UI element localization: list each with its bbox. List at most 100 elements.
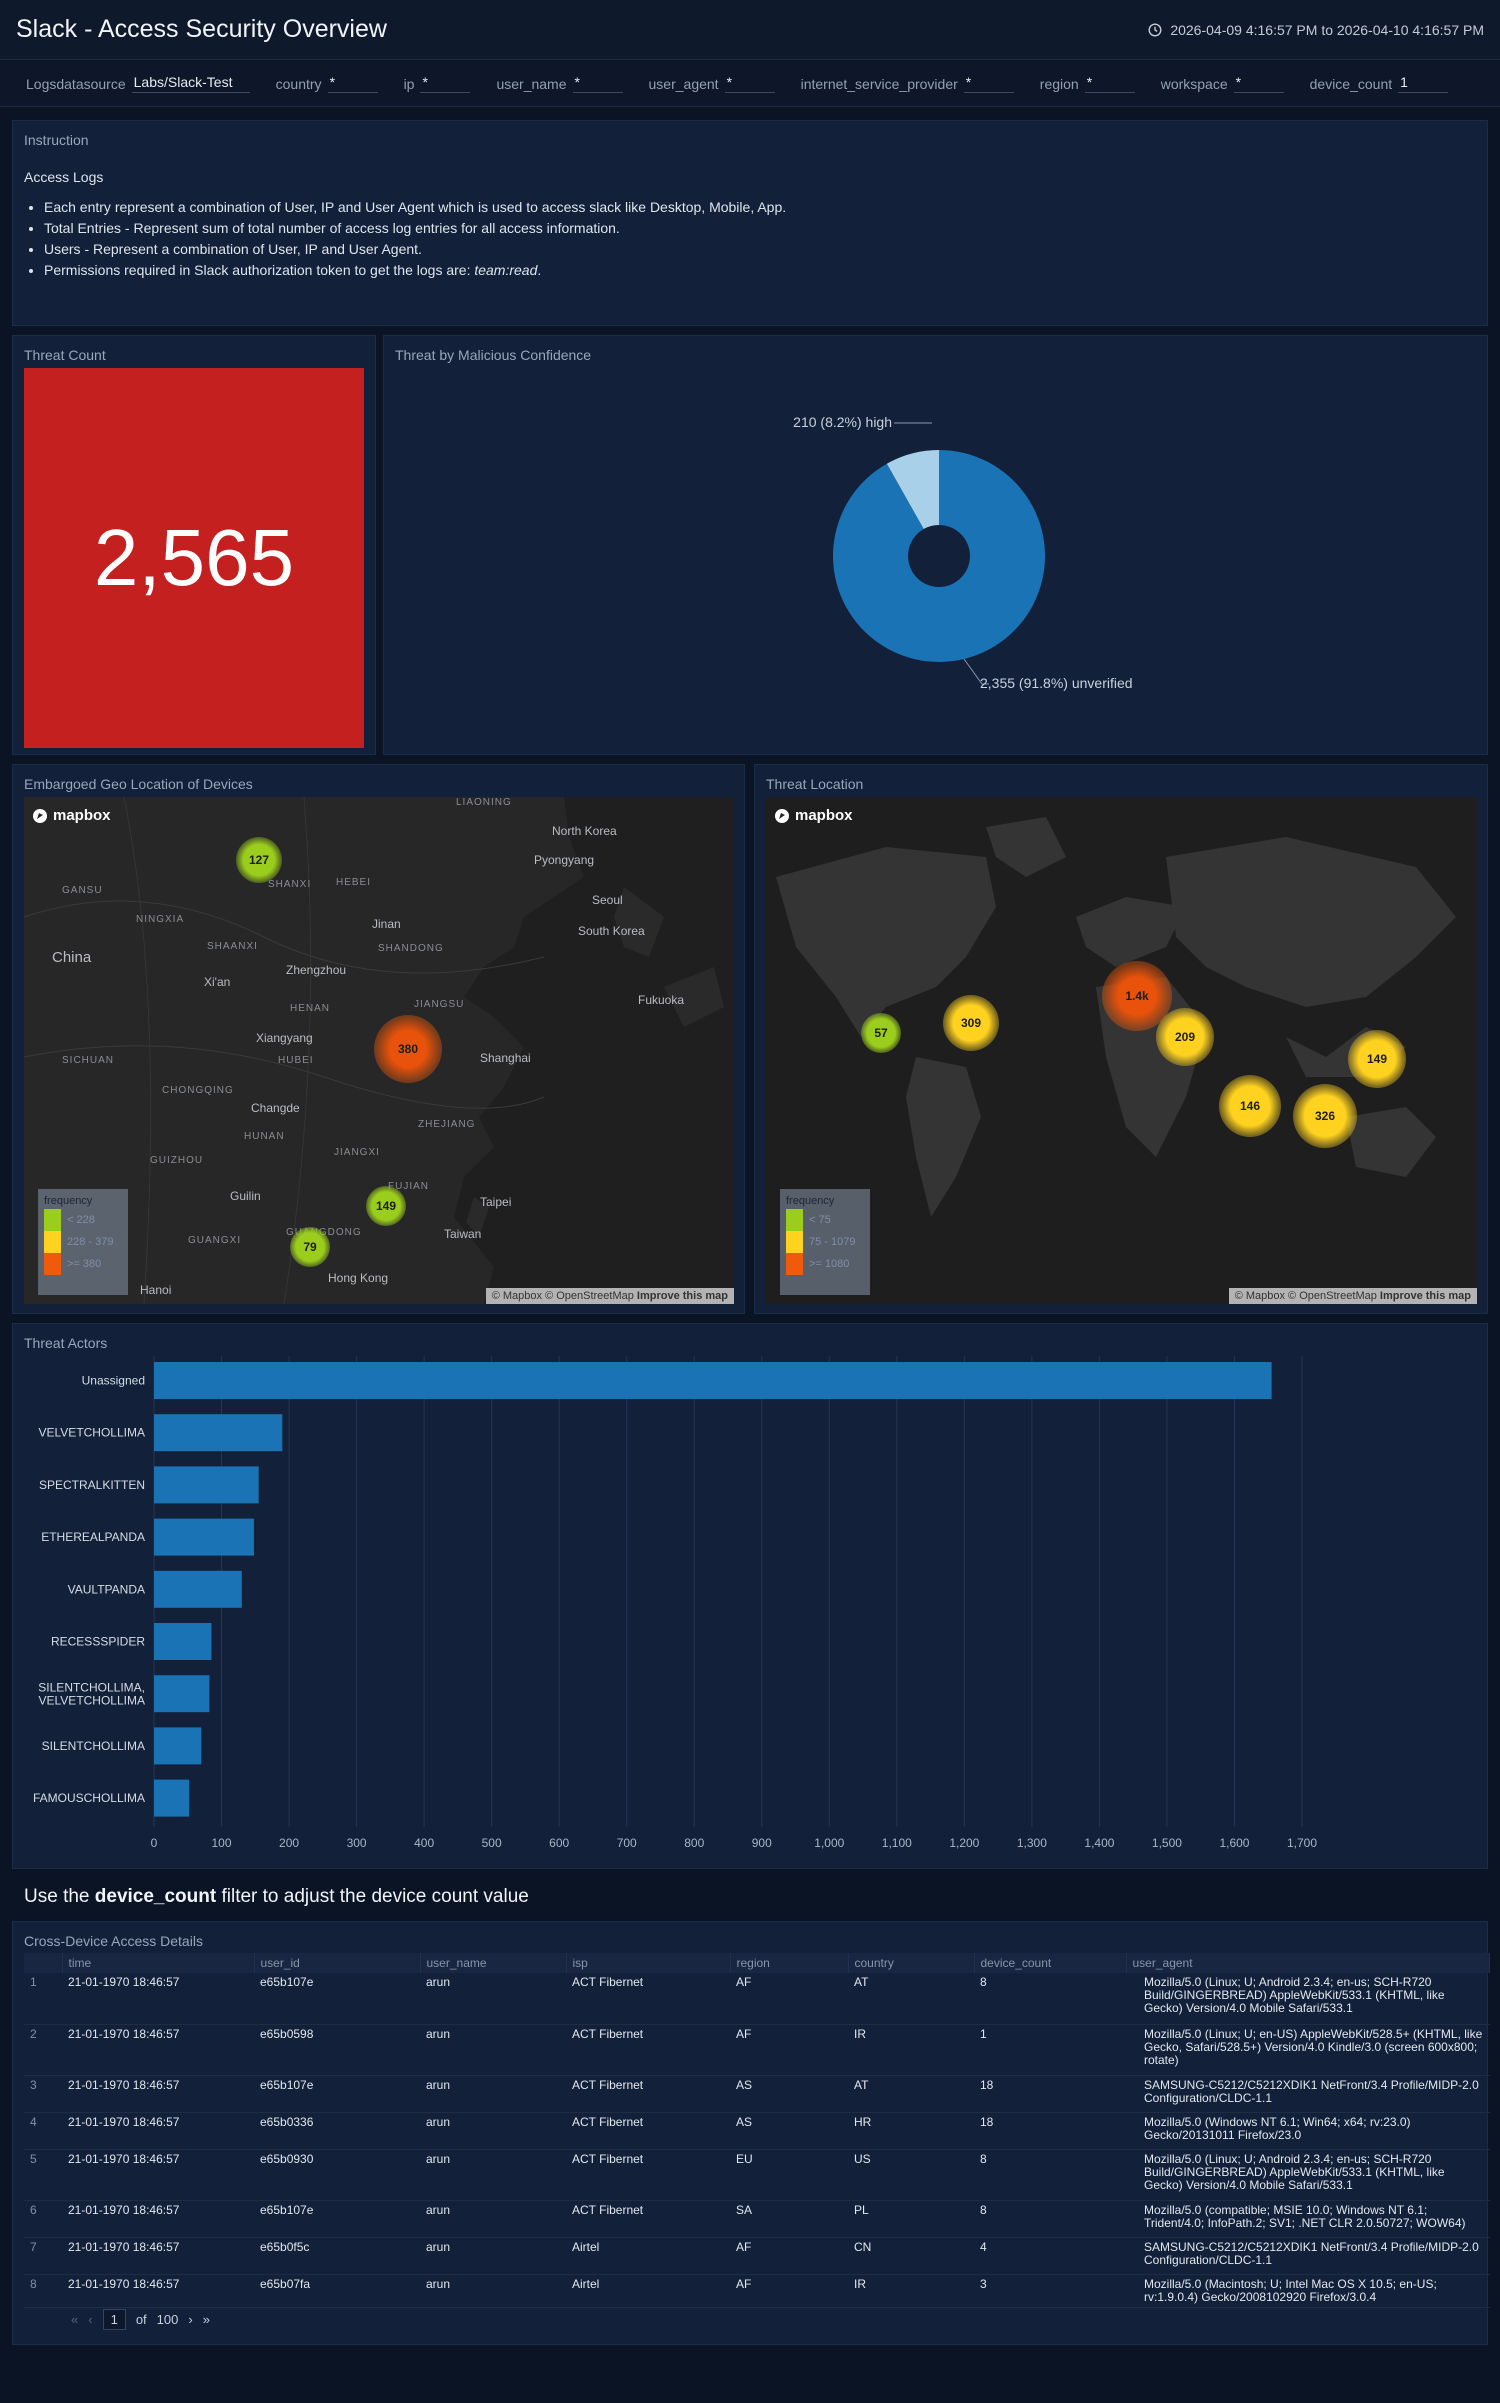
bar[interactable] (154, 1414, 283, 1452)
column-header[interactable]: time (62, 1953, 255, 1973)
threat-map[interactable]: mapbox 57 309 1.4k 209 149 146 326 frequ… (766, 797, 1477, 1304)
map-cluster[interactable]: 149 (1348, 1030, 1406, 1088)
bar[interactable] (154, 1518, 254, 1556)
column-header[interactable]: isp (566, 1953, 731, 1973)
prev-page-icon[interactable]: ‹ (88, 2312, 93, 2327)
filter-value[interactable]: Labs/Slack-Test (131, 74, 250, 93)
improve-map-link[interactable]: Improve this map (1379, 1290, 1471, 1302)
filter-value[interactable]: * (327, 74, 378, 93)
next-page-icon[interactable]: › (188, 2312, 193, 2327)
map-place-label: Zhengzhou (286, 963, 347, 977)
table-row[interactable]: 1 21-01-1970 18:46:57 e65b107e arun ACT Fibe… (24, 1973, 1490, 2025)
map-place-label: LIAONING (456, 797, 512, 808)
attribution-text[interactable]: © Mapbox © OpenStreetMap (491, 1290, 634, 1302)
pie-slice-unverified[interactable] (833, 450, 1045, 662)
filter-ip[interactable]: ip * (404, 74, 471, 93)
table-cell: PL (848, 2200, 974, 2238)
map-cluster[interactable]: 380 (374, 1015, 442, 1083)
pie-slice-high[interactable] (886, 450, 939, 530)
column-header[interactable]: country (848, 1953, 975, 1973)
map-cluster[interactable]: 149 (366, 1186, 406, 1226)
column-header[interactable]: device_count (974, 1953, 1127, 1973)
column-header[interactable] (24, 1953, 63, 1973)
column-header[interactable]: user_id (254, 1953, 421, 1973)
map-cluster[interactable]: 326 (1293, 1084, 1357, 1148)
map-place-label: Hong Kong (328, 1271, 389, 1285)
bar[interactable] (154, 1623, 212, 1660)
table-cell: e65b0f5c (254, 2237, 420, 2275)
attribution-text[interactable]: © Mapbox © OpenStreetMap (1234, 1290, 1377, 1302)
table-row[interactable]: 4 21-01-1970 18:46:57 e65b0336 arun ACT Fibe… (24, 2112, 1490, 2150)
map-cluster[interactable]: 209 (1156, 1008, 1214, 1066)
filter-device-count[interactable]: device_count 1 (1310, 74, 1449, 93)
geo-map[interactable]: mapbox LIAONING North Korea Pyongyang GA… (24, 797, 734, 1304)
map-cluster[interactable]: 146 (1219, 1075, 1281, 1137)
filter-value[interactable]: * (1084, 74, 1135, 93)
table-cell: SAMSUNG-C5212/C5212XDIK1 NetFront/3.4 Pr… (1126, 2075, 1490, 2113)
permission-text: Permissions required in Slack authorizat… (44, 262, 475, 278)
map-legend: frequency < 228 228 - 379 >= 380 (38, 1189, 128, 1295)
table-cell: AF (730, 2274, 848, 2308)
table-cell: Mozilla/5.0 (Macintosh; U; Intel Mac OS … (1126, 2274, 1490, 2308)
table-cell: HR (848, 2112, 974, 2150)
improve-map-link[interactable]: Improve this map (636, 1290, 728, 1302)
table-row[interactable]: 8 21-01-1970 18:46:57 e65b07fa arun Airtel AF… (24, 2274, 1490, 2308)
page-input[interactable]: 1 (102, 2309, 126, 2330)
mapbox-logo[interactable]: mapbox (32, 807, 111, 824)
column-header[interactable]: user_agent (1126, 1953, 1490, 1973)
column-header[interactable]: region (730, 1953, 849, 1973)
table-cell: IR (848, 2274, 974, 2308)
bar[interactable] (154, 1570, 242, 1608)
bar[interactable] (154, 1675, 210, 1713)
table-row[interactable]: 6 21-01-1970 18:46:57 e65b107e arun ACT Fibe… (24, 2200, 1490, 2238)
map-cluster[interactable]: 127 (236, 837, 282, 883)
map-cluster[interactable]: 79 (290, 1227, 330, 1267)
filter-value[interactable]: * (1233, 74, 1284, 93)
filter-value[interactable]: * (572, 74, 623, 93)
x-tick-label: 700 (617, 1836, 637, 1850)
table-row[interactable]: 3 21-01-1970 18:46:57 e65b107e arun ACT Fibe… (24, 2075, 1490, 2113)
table-cell: ACT Fibernet (566, 2200, 730, 2238)
first-page-icon[interactable]: « (71, 2312, 79, 2327)
map-cluster[interactable]: 57 (861, 1013, 901, 1053)
instruction-heading: Access Logs (24, 169, 104, 185)
mapbox-logo[interactable]: mapbox (774, 807, 853, 824)
table-cell: arun (420, 2200, 566, 2238)
map-place-label: SHAANXI (207, 941, 258, 952)
table-cell: Mozilla/5.0 (Linux; U; en-US) AppleWebKi… (1126, 2024, 1490, 2076)
filter-logsdatasource[interactable]: Logsdatasource Labs/Slack-Test (26, 74, 250, 93)
bar[interactable] (154, 1779, 190, 1817)
bar[interactable] (154, 1362, 1272, 1399)
column-header[interactable]: user_name (420, 1953, 567, 1973)
table-row[interactable]: 7 21-01-1970 18:46:57 e65b0f5c arun Airtel AF… (24, 2237, 1490, 2275)
filter-value[interactable]: 1 (1398, 74, 1449, 93)
time-range-picker[interactable]: 2026-04-09 4:16:57 PM to 2026-04-10 4:16… (1148, 22, 1484, 38)
table-row[interactable]: 5 21-01-1970 18:46:57 e65b0930 arun ACT Fibe… (24, 2149, 1490, 2201)
map-place-label: GUIZHOU (150, 1155, 204, 1166)
filter-user-agent[interactable]: user_agent * (649, 74, 775, 93)
x-tick-label: 400 (414, 1836, 434, 1850)
map-place-label: FUJIAN (388, 1181, 429, 1192)
table-cell: arun (420, 2274, 566, 2308)
dashboard-title: Slack - Access Security Overview (16, 15, 387, 43)
table-cell: Mozilla/5.0 (Windows NT 6.1; Win64; x64;… (1126, 2112, 1490, 2150)
filter-value[interactable]: * (420, 74, 471, 93)
filter-workspace[interactable]: workspace * (1161, 74, 1284, 93)
threat-count-panel: Threat Count 2,565 (12, 335, 376, 755)
bar[interactable] (154, 1727, 202, 1765)
filter-region[interactable]: region * (1040, 74, 1135, 93)
table-cell: AS (730, 2075, 848, 2113)
filter-country[interactable]: country * (276, 74, 378, 93)
map-place-label: Hanoi (140, 1283, 172, 1297)
last-page-icon[interactable]: » (202, 2312, 210, 2327)
filter-user-name[interactable]: user_name * (496, 74, 623, 93)
filter-isp[interactable]: internet_service_provider * (801, 74, 1014, 93)
table-row[interactable]: 2 21-01-1970 18:46:57 e65b0598 arun ACT Fibe… (24, 2024, 1490, 2076)
table-cell: 18 (974, 2075, 1126, 2113)
y-category-label: SILENTCHOLLIMA (42, 1739, 145, 1753)
table-cell: IR (848, 2024, 974, 2076)
bar[interactable] (154, 1466, 259, 1504)
filter-value[interactable]: * (963, 74, 1014, 93)
filter-value[interactable]: * (724, 74, 775, 93)
map-cluster[interactable]: 309 (943, 995, 999, 1051)
